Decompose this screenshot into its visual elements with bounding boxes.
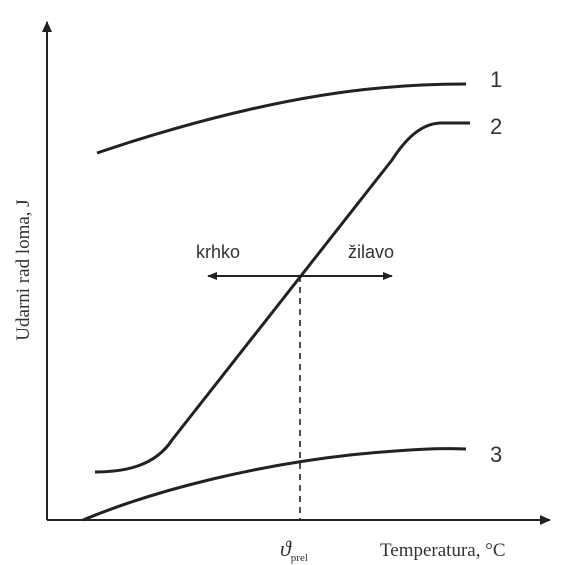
curve-1-upper-shelf bbox=[96, 82, 467, 155]
annotation-brittle: krhko bbox=[196, 242, 240, 262]
annotation-ductile: žilavo bbox=[348, 242, 394, 262]
series-label-2: 2 bbox=[490, 114, 502, 139]
curve-3-lower-shelf bbox=[82, 447, 467, 522]
series-label-3: 3 bbox=[490, 442, 502, 467]
series-label-1: 1 bbox=[490, 67, 502, 92]
x-axis-label: Temperatura, °C bbox=[380, 540, 506, 561]
transition-symbol: ϑ bbox=[280, 536, 292, 561]
transition-temperature-label: ϑprel bbox=[280, 536, 308, 564]
transition-subscript: prel bbox=[291, 552, 308, 564]
curve-2-transition bbox=[94, 121, 470, 474]
y-axis-label: Udarni rad loma, J bbox=[13, 199, 34, 340]
